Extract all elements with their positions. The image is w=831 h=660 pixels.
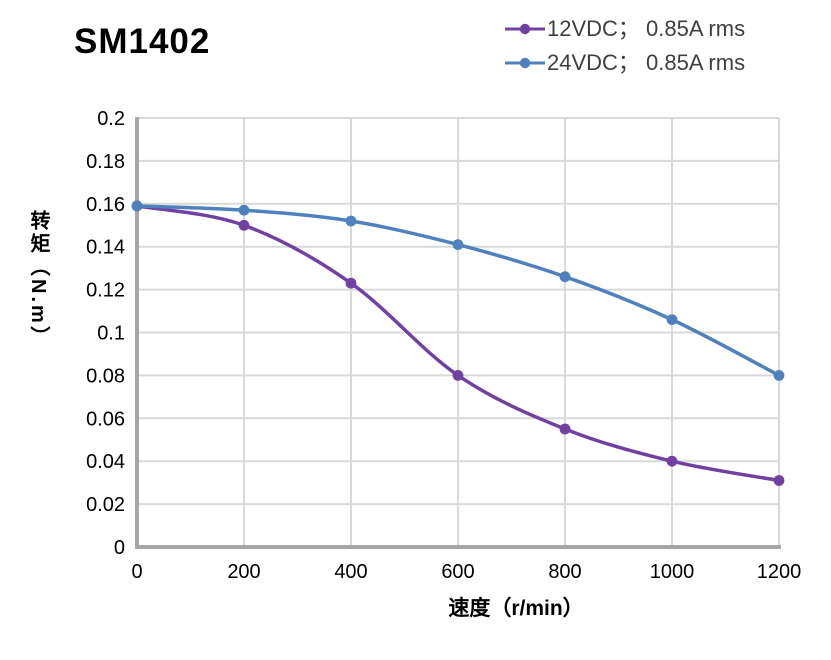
legend-marker-line-dot [505, 23, 545, 34]
data-point-marker [345, 215, 357, 227]
data-point-marker [773, 475, 785, 486]
legend-label-24vdc: 24VDC； 0.85A rms [547, 49, 746, 75]
data-point-marker [345, 277, 357, 289]
data-point-marker [238, 219, 250, 231]
y-tick-label: 0.14 [86, 237, 125, 259]
y-tick-label: 0.1 [97, 323, 125, 345]
data-point-marker [559, 271, 571, 283]
legend-marker-line-dot [505, 57, 545, 68]
data-point-marker [666, 455, 678, 467]
y-tick-label: 0.2 [97, 108, 125, 130]
x-tick-label: 200 [227, 561, 260, 583]
x-axis-title: 速度（r/min） [448, 597, 584, 620]
legend-item-24vdc: 24VDC； 0.85A rms [504, 46, 745, 79]
y-tick-label: 0.12 [86, 280, 125, 302]
y-tick-label: 0.08 [86, 365, 125, 387]
data-point-marker [452, 239, 464, 251]
x-tick-label: 1000 [650, 561, 695, 583]
y-tick-label: 0.06 [86, 408, 125, 430]
data-point-marker [773, 370, 785, 381]
x-tick-label: 400 [334, 561, 367, 583]
legend-label-12vdc: 12VDC； 0.85A rms [547, 15, 746, 41]
y-axis-title: 转矩（N.m） [27, 210, 49, 349]
x-tick-label: 1200 [757, 561, 802, 583]
legend-item-12vdc: 12VDC； 0.85A rms [504, 12, 745, 45]
data-point-marker [131, 200, 143, 212]
legend: 12VDC； 0.85A rms 24VDC； 0.85A rms [504, 12, 745, 79]
y-tick-label: 0.04 [86, 451, 125, 473]
data-point-marker [666, 314, 678, 325]
data-point-marker [238, 204, 250, 216]
data-point-marker [559, 423, 571, 435]
y-tick-label: 0.18 [86, 151, 125, 173]
chart-title: SM1402 [74, 22, 211, 61]
x-tick-label: 800 [548, 561, 581, 583]
y-tick-label: 0.16 [86, 194, 125, 216]
data-point-marker [452, 370, 464, 381]
x-tick-label: 600 [441, 561, 474, 583]
y-tick-label: 0 [114, 537, 125, 559]
y-tick-label: 0.02 [86, 494, 125, 516]
x-tick-label: 0 [131, 561, 142, 583]
